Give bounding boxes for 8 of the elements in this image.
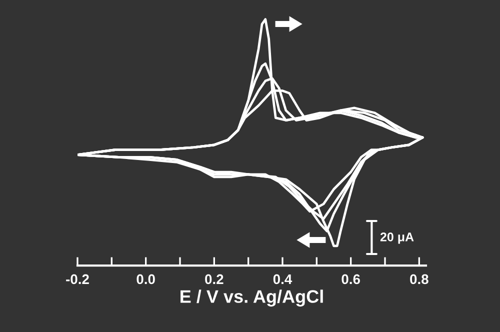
x-tick-label: 0.8 xyxy=(410,274,428,284)
x-tick-label: -0.2 xyxy=(66,274,89,284)
x-tick-label: 0.6 xyxy=(342,274,360,284)
x-axis-title: E / V vs. Ag/AgCl xyxy=(180,290,323,307)
x-tick-label: 0.4 xyxy=(273,274,292,284)
x-tick-label: 0.2 xyxy=(205,274,224,284)
annotation: 20 μA xyxy=(380,232,414,244)
x-tick-label: 0.0 xyxy=(136,274,155,284)
